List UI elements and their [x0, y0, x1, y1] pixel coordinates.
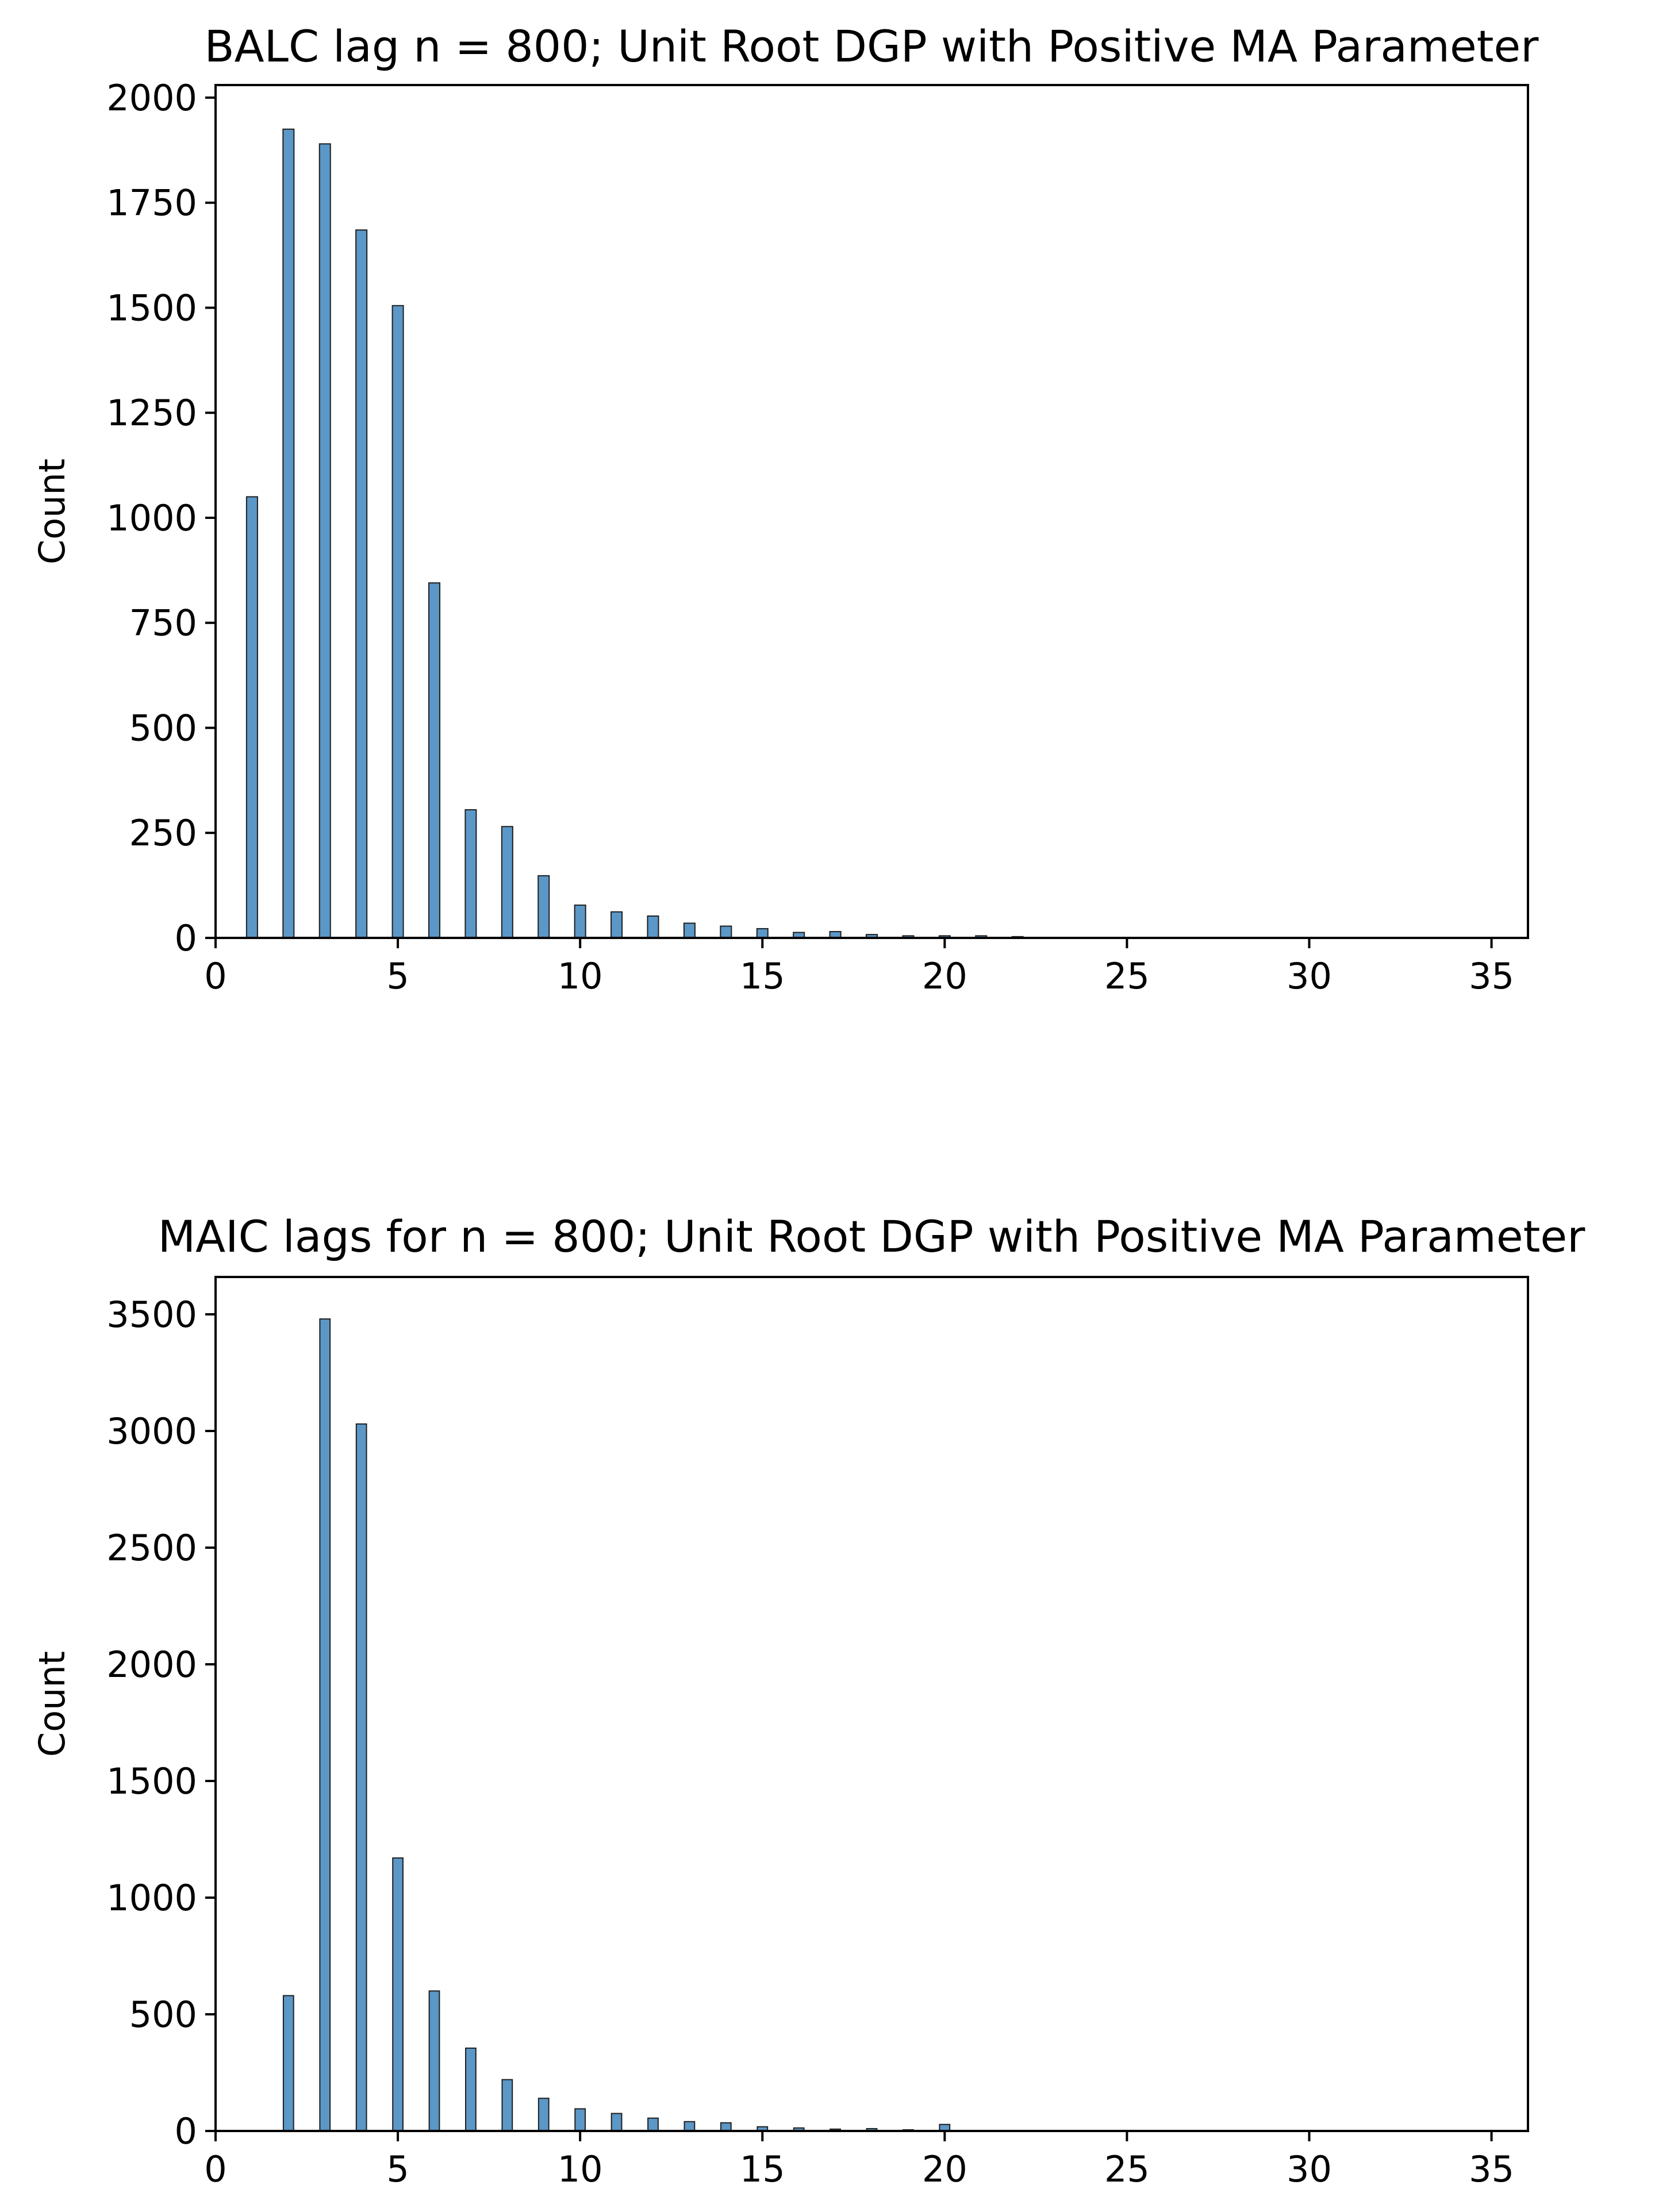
bar	[610, 911, 623, 939]
y-tick-label: 750	[129, 602, 197, 644]
chart-1: BALC lag n = 800; Unit Root DGP with Pos…	[31, 21, 1539, 997]
bar	[428, 582, 441, 938]
bar	[391, 305, 404, 938]
bar	[318, 143, 331, 938]
bar	[720, 925, 732, 938]
bar	[282, 128, 295, 938]
chart-2: MAIC lags for n = 800; Unit Root DGP wit…	[31, 1211, 1585, 2190]
bar	[720, 2122, 732, 2132]
y-tick-label: 250	[129, 812, 197, 854]
y-tick-label: 500	[129, 1994, 197, 2036]
bar	[647, 915, 659, 938]
x-tick-label: 0	[204, 955, 226, 997]
bar	[537, 2098, 550, 2132]
x-tick-label: 30	[1287, 2148, 1332, 2190]
bar	[282, 1995, 294, 2132]
x-tick-label: 10	[558, 955, 603, 997]
x-tick-label: 0	[204, 2148, 226, 2190]
y-axis-label: Count	[31, 1651, 73, 1757]
y-tick-label: 3000	[106, 1410, 197, 1452]
bar	[537, 875, 550, 938]
x-tick-label: 30	[1287, 955, 1332, 997]
y-tick-label: 1000	[106, 1877, 197, 1919]
x-tick-label: 10	[558, 2148, 603, 2190]
y-tick-label: 1250	[106, 392, 197, 434]
bar	[464, 809, 477, 938]
axes-frame	[214, 84, 1529, 939]
bar	[465, 2047, 477, 2132]
bar	[392, 1857, 404, 2132]
y-tick-label: 0	[175, 917, 197, 959]
y-tick-label: 500	[129, 707, 197, 749]
x-tick-label: 25	[1104, 955, 1150, 997]
x-tick-label: 5	[386, 955, 409, 997]
bar	[610, 2113, 623, 2132]
x-tick-label: 20	[922, 955, 967, 997]
y-tick-label: 2000	[106, 1644, 197, 1686]
y-tick-label: 2500	[106, 1527, 197, 1569]
bar	[355, 229, 368, 938]
chart-title: BALC lag n = 800; Unit Root DGP with Pos…	[204, 21, 1539, 72]
bar	[683, 922, 696, 939]
bar	[501, 826, 513, 939]
bar	[501, 2079, 513, 2132]
y-tick-label: 1000	[106, 497, 197, 539]
y-tick-label: 0	[175, 2110, 197, 2152]
y-tick-label: 1500	[106, 287, 197, 329]
bar	[647, 2117, 659, 2132]
x-tick-label: 35	[1469, 955, 1514, 997]
x-tick-label: 35	[1469, 2148, 1514, 2190]
bar	[428, 1990, 440, 2132]
x-tick-label: 5	[386, 2148, 409, 2190]
bar	[574, 904, 586, 939]
y-tick-label: 2000	[106, 77, 197, 119]
y-tick-label: 3500	[106, 1294, 197, 1336]
bar	[319, 1318, 331, 2132]
x-tick-label: 20	[922, 2148, 967, 2190]
bar	[355, 1423, 367, 2132]
bar	[756, 928, 769, 938]
x-tick-label: 15	[740, 2148, 785, 2190]
y-tick-label: 1500	[106, 1760, 197, 1802]
bar	[574, 2108, 586, 2132]
x-tick-label: 15	[740, 955, 785, 997]
chart-title: MAIC lags for n = 800; Unit Root DGP wit…	[158, 1211, 1586, 1262]
axes-frame	[214, 1276, 1529, 2132]
bar	[245, 496, 258, 938]
y-tick-label: 1750	[106, 182, 197, 224]
x-tick-label: 25	[1104, 2148, 1150, 2190]
bar	[683, 2121, 696, 2132]
y-axis-label: Count	[31, 459, 73, 564]
